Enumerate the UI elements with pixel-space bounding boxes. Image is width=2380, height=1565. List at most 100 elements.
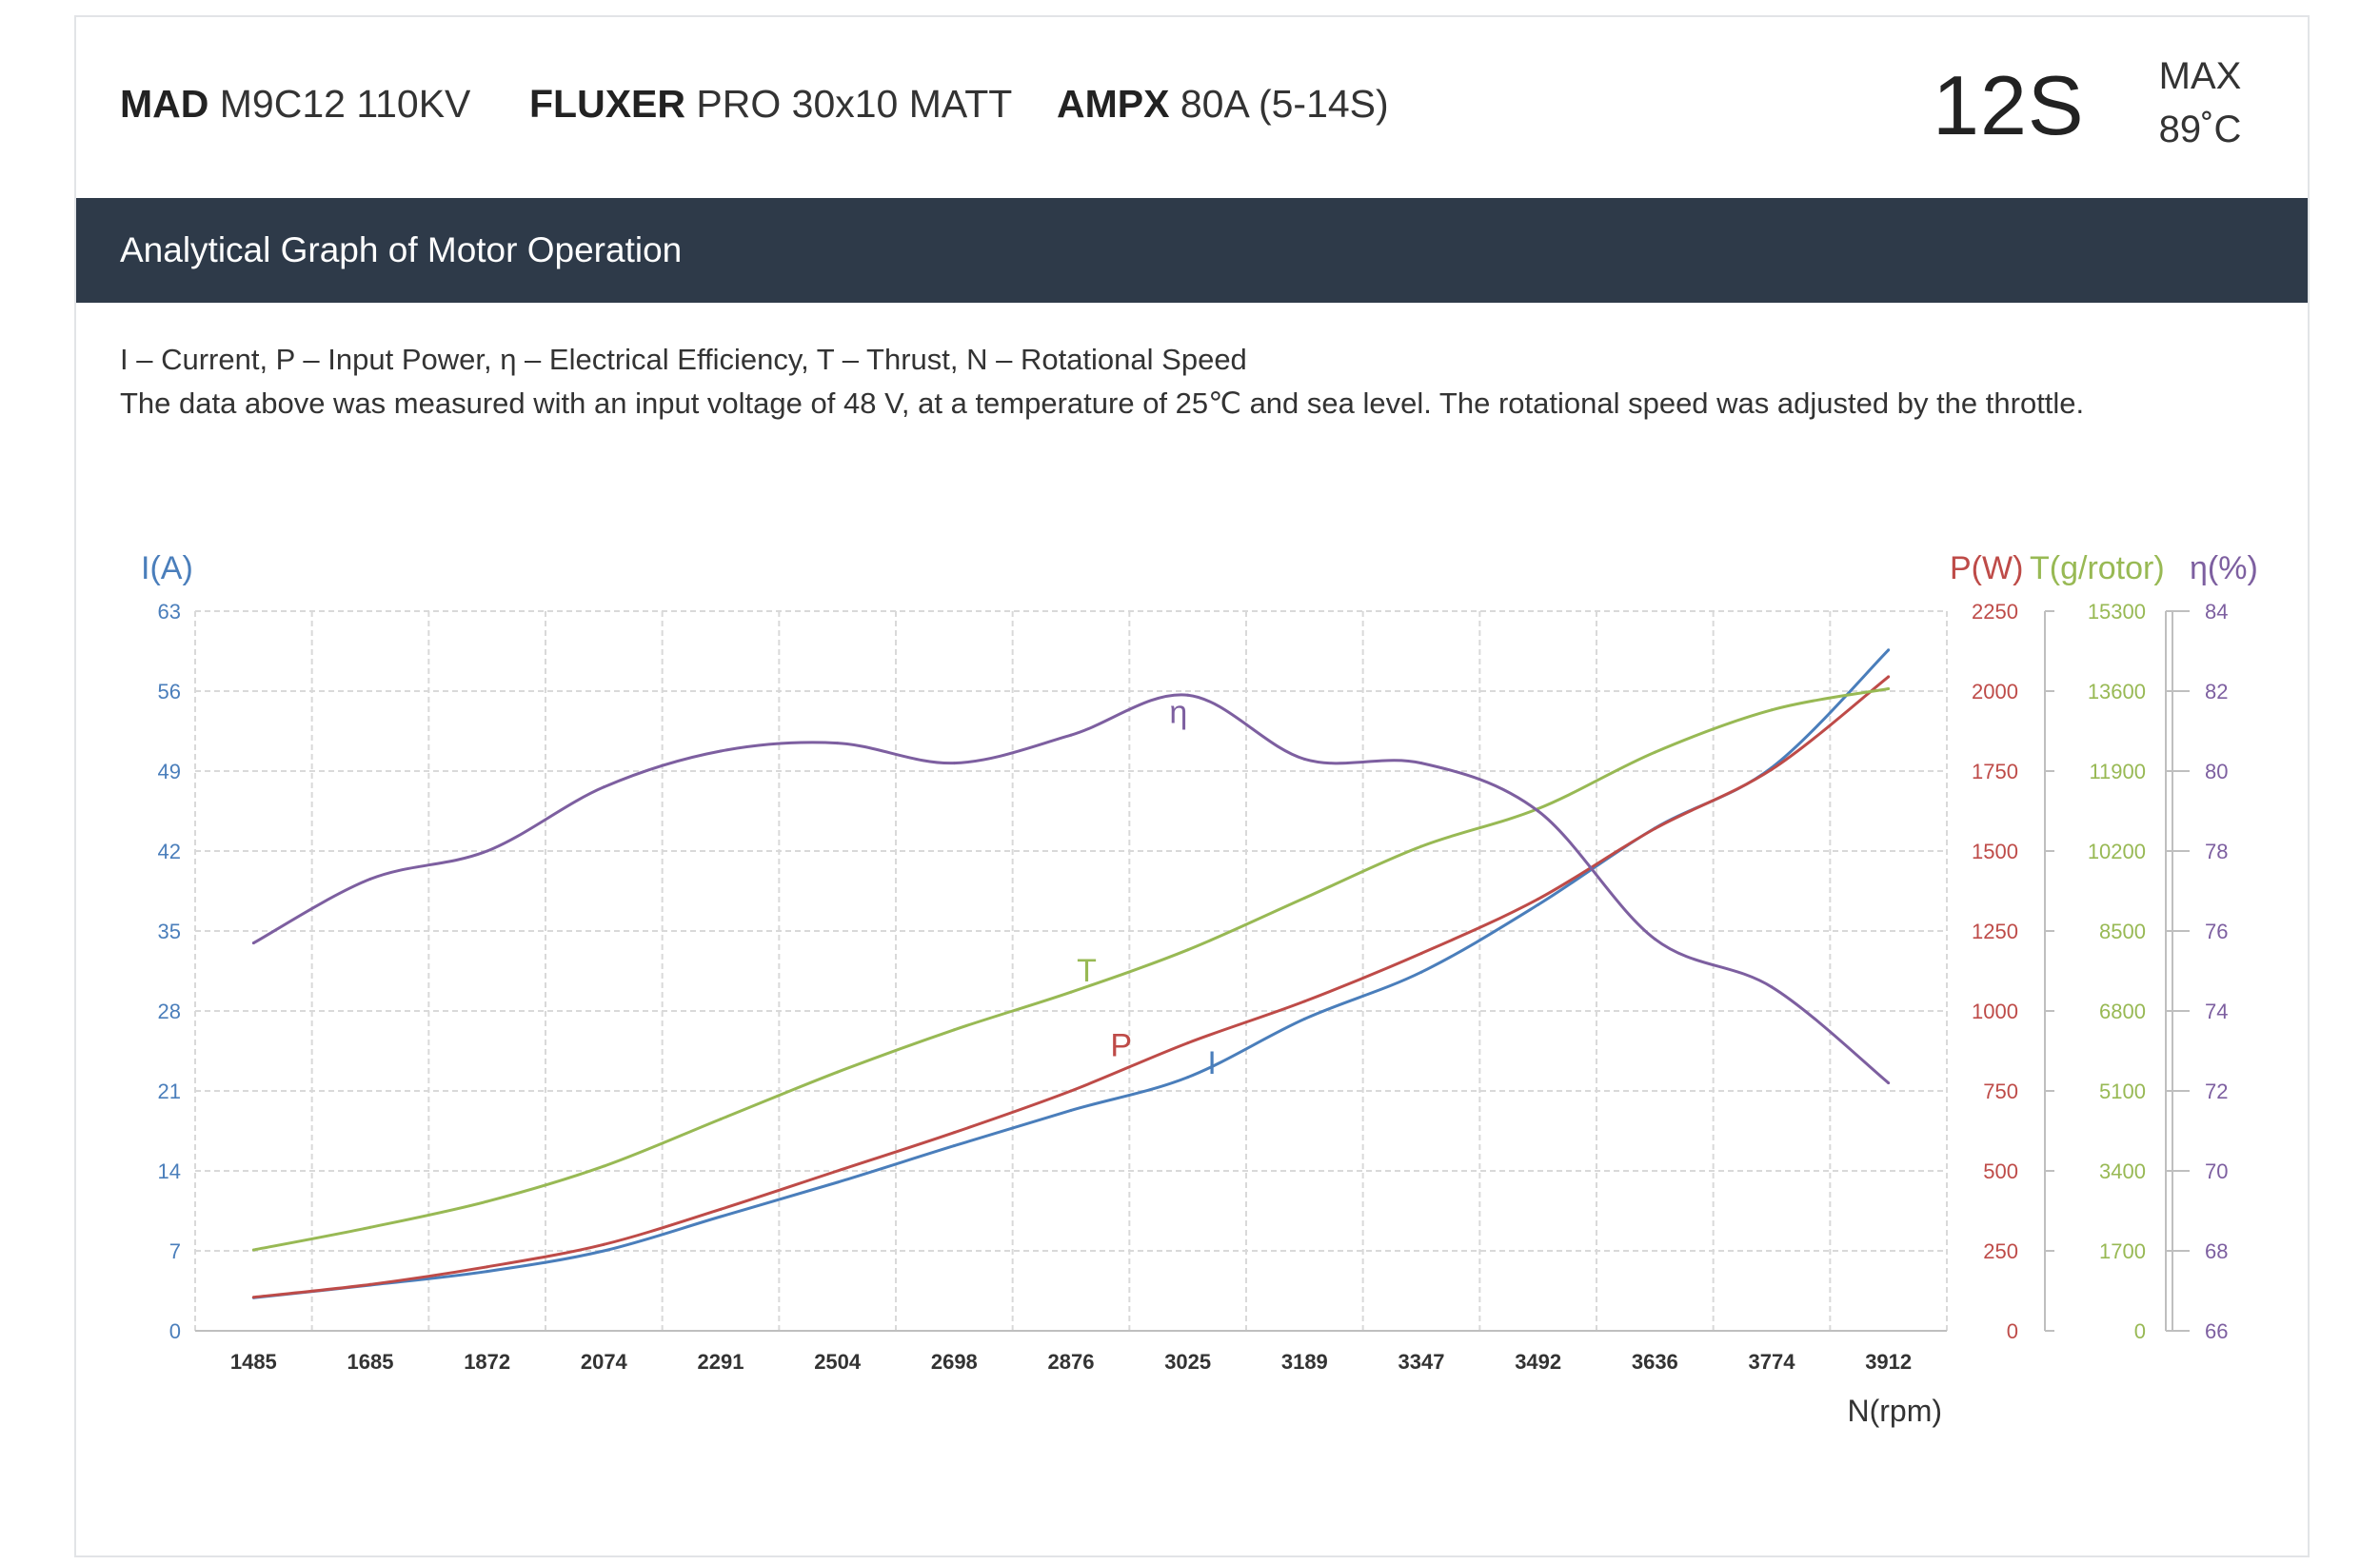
- y-axis-title-power: P(W): [1950, 550, 2023, 586]
- x-tick-label: 3912: [1865, 1350, 1912, 1374]
- data-point-current: [602, 1249, 605, 1253]
- data-point-current: [719, 1215, 723, 1218]
- x-tick-label: 3774: [1749, 1350, 1796, 1374]
- y-tick-label-current: 7: [169, 1239, 181, 1263]
- y-tick-label-thrust: 6800: [2099, 1000, 2146, 1023]
- series-line-thrust: [253, 687, 1889, 1252]
- max-temp-value: 89˚C: [2158, 109, 2242, 150]
- product-header: MAD M9C12 110KV FLUXER PRO 30x10 MATT AM…: [76, 17, 2308, 198]
- y-tick-label-thrust: 15300: [2088, 600, 2146, 624]
- y-tick-label-thrust: 3400: [2099, 1159, 2146, 1183]
- data-point-current: [1537, 902, 1540, 906]
- x-tick-label: 2074: [581, 1350, 628, 1374]
- data-point-efficiency: [952, 762, 956, 765]
- data-point-current: [1887, 648, 1891, 652]
- y-tick-label-power: 2250: [1972, 600, 2018, 624]
- data-point-power: [602, 1242, 605, 1246]
- data-point-current: [836, 1180, 840, 1184]
- data-point-thrust: [1069, 990, 1073, 994]
- data-point-current: [486, 1270, 489, 1274]
- data-point-thrust: [719, 1118, 723, 1121]
- data-point-thrust: [1653, 750, 1656, 754]
- y-tick-label-thrust: 10200: [2088, 840, 2146, 863]
- y-axis-title-current: I(A): [141, 550, 193, 586]
- data-point-efficiency: [836, 742, 840, 745]
- y-tick-label-power: 1500: [1972, 840, 2018, 863]
- motor-spec: MAD M9C12 110KV: [120, 82, 471, 126]
- series-label-current: I: [1207, 1045, 1216, 1081]
- data-point-power: [1653, 826, 1656, 830]
- data-point-efficiency: [486, 849, 489, 853]
- data-point-efficiency: [1069, 733, 1073, 737]
- data-point-efficiency: [251, 941, 255, 945]
- y-tick-label-current: 0: [169, 1319, 181, 1343]
- data-point-efficiency: [1770, 985, 1774, 989]
- esc-spec: AMPX 80A (5-14S): [1057, 82, 1389, 126]
- data-point-thrust: [1887, 687, 1891, 691]
- x-tick-label: 2504: [814, 1350, 862, 1374]
- data-point-power: [836, 1169, 840, 1173]
- data-point-thrust: [486, 1199, 489, 1203]
- y-tick-label-thrust: 13600: [2088, 680, 2146, 703]
- y-tick-label-current: 28: [158, 1000, 181, 1023]
- data-point-thrust: [952, 1028, 956, 1032]
- data-point-power: [368, 1282, 372, 1286]
- y-tick-label-thrust: 0: [2134, 1319, 2146, 1343]
- x-tick-label: 2876: [1048, 1350, 1095, 1374]
- data-point-efficiency: [719, 749, 723, 753]
- data-point-current: [1419, 970, 1423, 974]
- y-tick-label-power: 500: [1983, 1159, 2018, 1183]
- data-point-thrust: [1770, 708, 1774, 712]
- data-point-thrust: [1302, 896, 1306, 900]
- data-point-efficiency: [1302, 757, 1306, 761]
- y-tick-label-efficiency: 82: [2205, 680, 2228, 703]
- data-point-power: [952, 1131, 956, 1135]
- data-point-efficiency: [368, 877, 372, 881]
- y-tick-label-efficiency: 68: [2205, 1239, 2228, 1263]
- x-axis-title: N(rpm): [1847, 1394, 1942, 1428]
- y-tick-label-thrust: 5100: [2099, 1080, 2146, 1103]
- y-tick-label-efficiency: 66: [2205, 1319, 2228, 1343]
- x-tick-label: 3025: [1164, 1350, 1211, 1374]
- y-tick-label-efficiency: 84: [2205, 600, 2228, 624]
- data-point-power: [1887, 675, 1891, 679]
- data-point-power: [486, 1265, 489, 1269]
- y-tick-label-current: 63: [158, 600, 181, 624]
- data-point-power: [1537, 897, 1540, 901]
- data-point-efficiency: [1537, 809, 1540, 813]
- series-line-efficiency: [252, 693, 1890, 1084]
- data-point-current: [952, 1144, 956, 1148]
- y-tick-label-power: 2000: [1972, 680, 2018, 703]
- section-bar: Analytical Graph of Motor Operation: [76, 198, 2308, 303]
- data-point-thrust: [602, 1164, 605, 1168]
- y-tick-label-power: 1000: [1972, 1000, 2018, 1023]
- data-point-current: [1186, 1076, 1190, 1080]
- series-label-efficiency: η: [1169, 695, 1187, 731]
- cell-count: 12S: [1933, 58, 2085, 152]
- data-point-power: [1770, 767, 1774, 771]
- data-point-efficiency: [1186, 693, 1190, 697]
- data-point-power: [251, 1296, 255, 1299]
- series-line-power: [253, 675, 1890, 1299]
- x-tick-label: 3492: [1515, 1350, 1561, 1374]
- measurement-note: The data above was measured with an inpu…: [120, 386, 2085, 420]
- data-point-efficiency: [602, 785, 605, 789]
- data-point-thrust: [251, 1248, 255, 1252]
- y-tick-label-current: 56: [158, 680, 181, 703]
- prop-spec: FLUXER PRO 30x10 MATT: [529, 82, 1013, 126]
- y-tick-label-power: 1250: [1972, 920, 2018, 943]
- data-point-efficiency: [1653, 937, 1656, 941]
- y-tick-label-efficiency: 80: [2205, 760, 2228, 783]
- y-tick-label-current: 21: [158, 1080, 181, 1103]
- data-point-power: [719, 1207, 723, 1211]
- y-tick-label-efficiency: 70: [2205, 1159, 2228, 1183]
- y-tick-label-current: 49: [158, 760, 181, 783]
- y-tick-label-current: 14: [158, 1159, 181, 1183]
- y-tick-label-current: 35: [158, 920, 181, 943]
- x-tick-label: 3636: [1632, 1350, 1678, 1374]
- x-tick-label: 1872: [464, 1350, 510, 1374]
- data-point-efficiency: [1419, 762, 1423, 765]
- section-title: Analytical Graph of Motor Operation: [120, 230, 683, 269]
- data-point-thrust: [1419, 844, 1423, 848]
